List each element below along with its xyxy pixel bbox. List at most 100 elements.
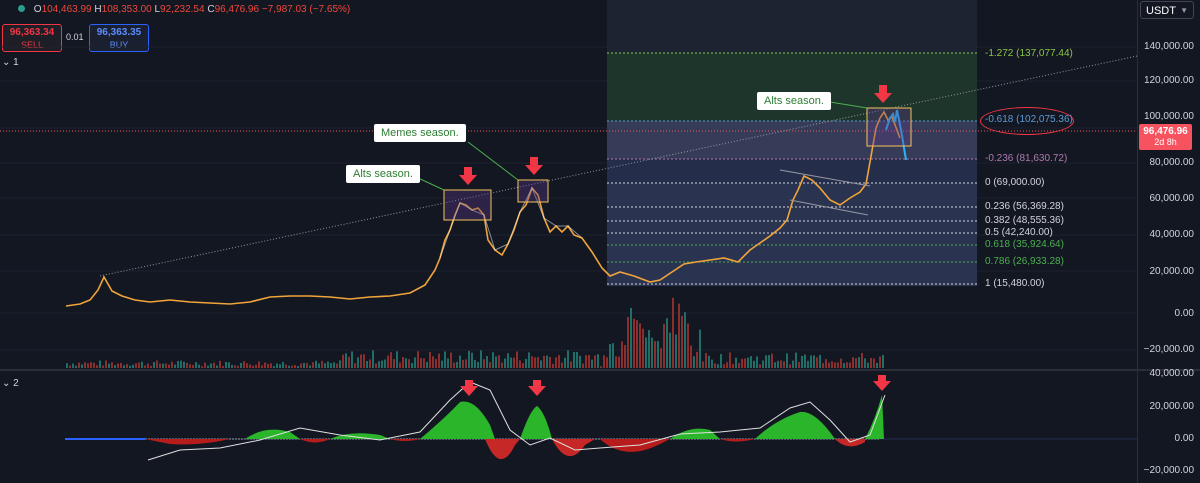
volume-bar bbox=[789, 364, 791, 368]
volume-bar bbox=[219, 360, 221, 368]
volume-bar bbox=[546, 355, 548, 368]
volume-bar bbox=[828, 362, 830, 368]
volume-bar bbox=[495, 356, 497, 368]
volume-bar bbox=[294, 365, 296, 368]
season-box-2[interactable] bbox=[517, 179, 549, 203]
fib-lines bbox=[607, 52, 977, 285]
volume-bar bbox=[288, 365, 290, 368]
volume-bar bbox=[174, 364, 176, 368]
callout-alts-season-2[interactable]: Alts season. bbox=[757, 92, 831, 110]
volume-bar bbox=[873, 358, 875, 368]
volume-bar bbox=[327, 361, 329, 368]
volume-bar bbox=[99, 360, 101, 368]
bar-countdown: 2d 8h bbox=[1154, 137, 1177, 147]
volume-bar bbox=[78, 362, 80, 368]
volume-bar bbox=[90, 362, 92, 368]
volume-bar bbox=[774, 362, 776, 368]
chevron-down-icon: ⌄ bbox=[2, 57, 11, 68]
fib-highlight-ellipse[interactable] bbox=[980, 107, 1074, 135]
volume-bar bbox=[882, 354, 884, 368]
volume-bar bbox=[843, 363, 845, 368]
volume-bar bbox=[738, 362, 740, 368]
callout-memes-season[interactable]: Memes season. bbox=[374, 124, 466, 142]
volume-bar bbox=[522, 363, 524, 368]
projection-line[interactable] bbox=[885, 109, 907, 161]
volume-bar bbox=[318, 363, 320, 368]
volume-bar bbox=[384, 359, 386, 368]
volume-bar bbox=[366, 360, 368, 368]
volume-bar bbox=[771, 353, 773, 368]
volume-bar bbox=[447, 358, 449, 368]
volume-bar bbox=[669, 332, 671, 368]
volume-bar bbox=[813, 355, 815, 368]
currency-label: USDT bbox=[1146, 5, 1176, 17]
open-value: 104,463.99 bbox=[41, 4, 92, 15]
volume-bar bbox=[765, 355, 767, 368]
volume-bar bbox=[117, 363, 119, 368]
down-arrow-icon bbox=[874, 85, 892, 103]
price-series bbox=[65, 110, 901, 307]
volume-bar bbox=[573, 352, 575, 368]
callout-alts-season-1[interactable]: Alts season. bbox=[346, 165, 420, 183]
volume-bar bbox=[336, 363, 338, 368]
volume-bar bbox=[618, 356, 620, 368]
volume-bar bbox=[684, 312, 686, 368]
channel-top[interactable] bbox=[779, 169, 871, 187]
price-axis[interactable] bbox=[1137, 0, 1200, 483]
pane-2-label[interactable]: ⌄ 2 bbox=[2, 378, 19, 389]
volume-bar bbox=[69, 365, 71, 368]
volume-bar bbox=[606, 357, 608, 368]
volume-bar bbox=[363, 354, 365, 368]
volume-bar bbox=[645, 337, 647, 368]
volume-bar bbox=[675, 334, 677, 368]
fib-label: -0.618 (102,075.36) bbox=[985, 114, 1073, 125]
volume-bar bbox=[477, 361, 479, 368]
volume-bar bbox=[381, 360, 383, 368]
volume-bar bbox=[621, 341, 623, 368]
volume-bar bbox=[732, 364, 734, 368]
volume-bar bbox=[723, 364, 725, 368]
pane-2-number: 2 bbox=[13, 378, 19, 389]
currency-select[interactable]: USDT ▼ bbox=[1140, 1, 1194, 19]
volume-bar bbox=[354, 363, 356, 368]
volume-bar bbox=[717, 364, 719, 368]
oscillator bbox=[65, 381, 1137, 461]
volume-bar bbox=[768, 355, 770, 368]
volume-bar bbox=[138, 362, 140, 368]
volume-bar bbox=[855, 358, 857, 368]
sell-label: SELL bbox=[20, 40, 44, 50]
volume-bar bbox=[726, 362, 728, 368]
fib-zone-0618 bbox=[607, 121, 977, 159]
season-box-3[interactable] bbox=[866, 107, 912, 147]
volume-bar bbox=[387, 355, 389, 368]
volume-bar bbox=[162, 363, 164, 368]
volume-bar bbox=[120, 362, 122, 368]
volume-bar bbox=[459, 355, 461, 368]
volume-bar bbox=[735, 357, 737, 368]
volume-bar bbox=[156, 360, 158, 368]
fib-label-text: 0.618 (35,924.64) bbox=[985, 239, 1064, 250]
quantity-value[interactable]: 0.01 bbox=[66, 32, 84, 42]
volume-bar bbox=[852, 357, 854, 368]
volume-bar bbox=[849, 362, 851, 368]
volume-bar bbox=[309, 365, 311, 368]
volume-bar bbox=[657, 340, 659, 368]
axis-tick: 80,000.00 bbox=[1149, 157, 1195, 168]
arrow-markers bbox=[459, 85, 892, 185]
volume-bar bbox=[804, 354, 806, 368]
volume-bar bbox=[75, 365, 77, 368]
volume-bar bbox=[867, 362, 869, 368]
volume-bar bbox=[258, 361, 260, 368]
pane-1-label[interactable]: ⌄ 1 bbox=[2, 57, 19, 68]
volume-bar bbox=[750, 356, 752, 368]
season-box-1[interactable] bbox=[443, 189, 492, 221]
volume-bar bbox=[798, 361, 800, 368]
axis-tick: 60,000.00 bbox=[1149, 193, 1195, 204]
volume-bar bbox=[87, 363, 89, 368]
volume-bar bbox=[330, 362, 332, 368]
volume-bar bbox=[471, 352, 473, 368]
change-value: −7,987.03 (−7.65%) bbox=[261, 4, 351, 15]
volume-bar bbox=[612, 343, 614, 368]
channel-bottom[interactable] bbox=[789, 199, 869, 216]
